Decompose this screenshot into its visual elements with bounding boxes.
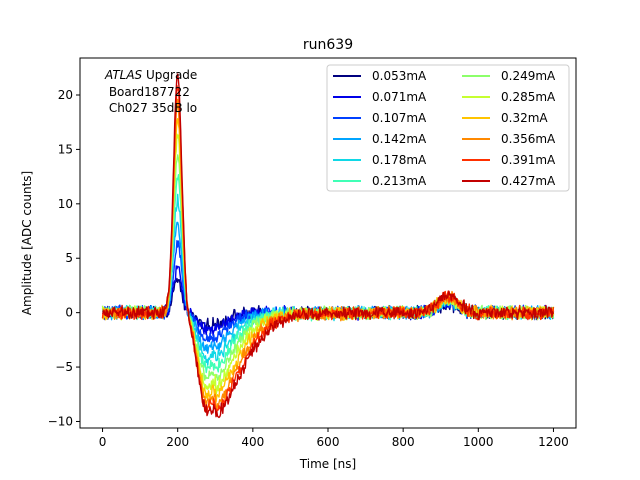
legend-label: 0.142mA [372,132,427,146]
y-tick-label: 15 [58,142,73,156]
annotation: ATLAS Upgrade Board187722 Ch027 35dB lo [104,68,197,115]
annotation-experiment: ATLAS [104,68,143,82]
annotation-line-1: ATLAS Upgrade [104,68,197,82]
annotation-board: Board187722 [105,85,190,99]
annotation-experiment-suffix: Upgrade [142,68,197,82]
y-tick-label: −5 [55,360,73,374]
y-tick-label: 5 [65,251,73,265]
legend-label: 0.249mA [501,69,556,83]
legend-label: 0.213mA [372,174,427,188]
series-line [101,73,555,419]
y-tick-label: 20 [58,88,73,102]
chart-title: run639 [303,37,353,53]
legend-label: 0.071mA [372,90,427,104]
x-tick-label: 400 [241,435,264,449]
x-tick-label: 800 [392,435,415,449]
series-layer [101,73,555,419]
legend-label: 0.178mA [372,153,427,167]
legend-label: 0.285mA [501,90,556,104]
legend-label: 0.427mA [501,174,556,188]
legend-box [326,64,570,192]
y-tick-label: 0 [65,306,73,320]
y-axis: −10 −5 0 5 10 15 20 [48,88,80,428]
legend-label: 0.356mA [501,132,556,146]
x-tick-label: 600 [317,435,340,449]
annotation-channel: Ch027 35dB lo [105,101,197,115]
x-axis: 0 200 400 600 800 1000 1200 [99,428,569,449]
legend: 0.053mA 0.071mA 0.107mA 0.142mA 0.178mA 0.213… [326,64,570,192]
y-tick-label: 10 [58,197,73,211]
legend-label: 0.32mA [501,111,548,125]
x-tick-label: 1200 [538,435,569,449]
x-tick-label: 200 [166,435,189,449]
legend-label: 0.107mA [372,111,427,125]
x-tick-label: 1000 [463,435,494,449]
y-tick-label: −10 [48,414,73,428]
legend-label: 0.053mA [372,69,427,83]
legend-label: 0.391mA [501,153,556,167]
y-axis-label: Amplitude [ADC counts] [20,171,34,315]
x-tick-label: 0 [99,435,107,449]
x-axis-label: Time [ns] [299,457,356,471]
